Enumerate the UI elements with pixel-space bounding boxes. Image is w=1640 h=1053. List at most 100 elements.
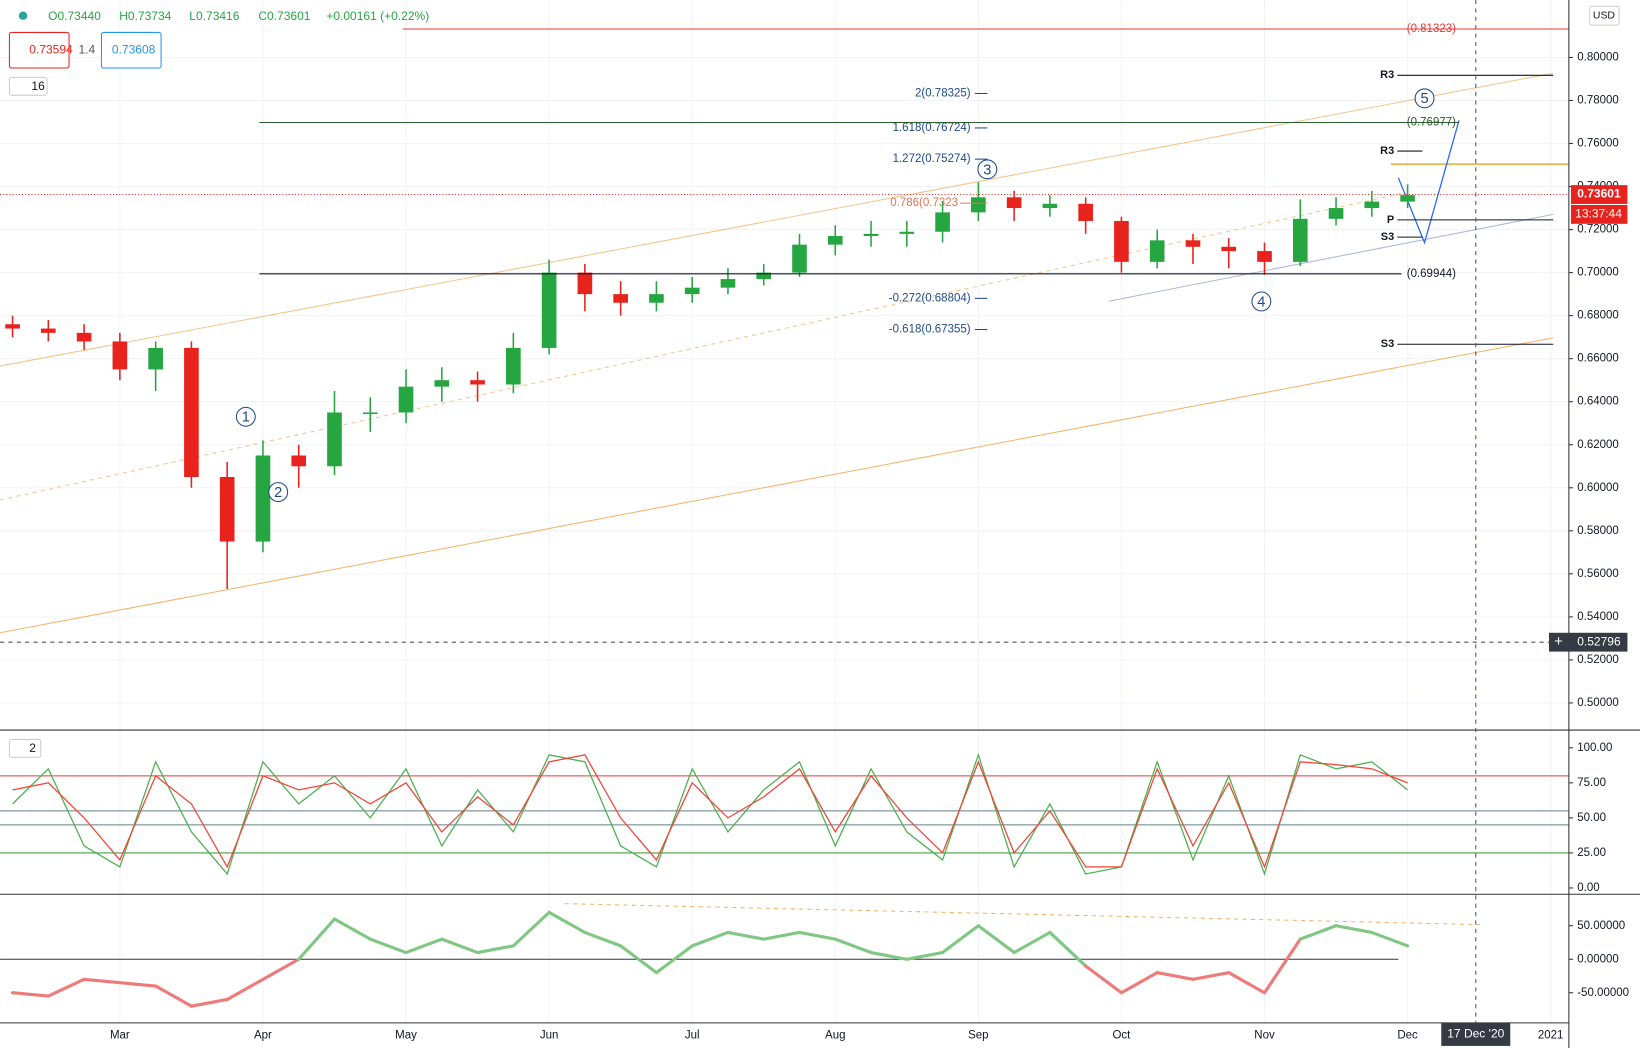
level-label: -0.272(0.68804) xyxy=(889,292,971,304)
y-tick-label: 0.72000 xyxy=(1577,224,1619,236)
candle-body xyxy=(1257,251,1272,262)
candle-body xyxy=(1078,203,1093,221)
candle-body xyxy=(148,347,163,370)
stoch-line xyxy=(12,754,1408,869)
indicator-segment xyxy=(189,997,229,1008)
x-tick-label: Jun xyxy=(540,1029,559,1041)
level-label: (0.69944) xyxy=(1407,268,1456,280)
y-tick-label: 0.66000 xyxy=(1577,353,1619,365)
candle-body xyxy=(506,347,521,385)
y-tick-label: 0.80000 xyxy=(1577,51,1619,63)
crosshair-date: 17 Dec '20 xyxy=(1447,1027,1504,1041)
pivot-label: R3 xyxy=(1380,69,1394,81)
wave-label: 3 xyxy=(983,162,991,178)
level-label: 1.272(0.75274) xyxy=(893,153,971,165)
legend-box[interactable] xyxy=(100,31,162,69)
candle-body xyxy=(1400,195,1415,202)
y-tick-label: 0.54000 xyxy=(1577,611,1619,623)
indicator-segment xyxy=(46,977,86,998)
indicator-segment xyxy=(440,937,480,955)
candle-body xyxy=(434,380,450,387)
crosshair-plus: + xyxy=(1554,634,1563,650)
level-label: 0.786(0.7323 xyxy=(890,197,958,209)
candle-body xyxy=(5,324,20,329)
candle-body xyxy=(184,347,199,478)
ohlc-open: O0.73440 xyxy=(48,9,101,23)
y-tick-label: 0.52000 xyxy=(1577,654,1619,666)
indicator-count: 2 xyxy=(29,741,36,755)
currency-button[interactable] xyxy=(1589,5,1620,26)
indicator-toggle[interactable] xyxy=(8,76,48,96)
indicator-segment xyxy=(619,944,658,975)
x-tick-label: Dec xyxy=(1397,1029,1418,1041)
indicator-segment xyxy=(583,930,623,948)
x-tick-label: Apr xyxy=(254,1029,272,1041)
indicator-segment xyxy=(833,937,873,955)
candle-body xyxy=(577,272,593,295)
x-tick-label: 2021 xyxy=(1538,1029,1564,1041)
candle-body xyxy=(541,272,557,348)
currency: USD xyxy=(1593,10,1615,21)
indicator-segment xyxy=(690,930,730,948)
candle-body xyxy=(470,380,485,385)
indicator-segment xyxy=(1262,937,1302,995)
ohlc-change: +0.00161 (+0.22%) xyxy=(326,9,429,23)
y-tick-label: 100.00 xyxy=(1577,742,1612,754)
candle-body xyxy=(1042,203,1058,209)
indicator-segment xyxy=(118,981,158,988)
candle-body xyxy=(219,477,235,542)
indicator-segment xyxy=(297,917,337,961)
candle-body xyxy=(684,287,700,295)
wave-circle xyxy=(1251,291,1272,312)
y-tick-label: 50.00 xyxy=(1577,812,1606,824)
candle-body xyxy=(1185,240,1201,247)
x-tick-label: Oct xyxy=(1112,1029,1131,1041)
x-tick-label: Jul xyxy=(685,1029,700,1041)
ohlc-close: C0.73601 xyxy=(258,9,310,23)
wave-circle xyxy=(268,482,289,503)
pivot-label: P xyxy=(1387,214,1394,226)
indicator-segment xyxy=(905,950,945,961)
indicator-count: 16 xyxy=(31,79,45,93)
y-tick-label: 0.50000 xyxy=(1577,697,1619,709)
indicator-segment xyxy=(797,930,837,941)
y-tick-label: 0.76000 xyxy=(1577,138,1619,150)
countdown: 13:37:44 xyxy=(1575,207,1622,221)
indicator-segment xyxy=(869,950,909,961)
indicator-segment xyxy=(1298,924,1338,941)
trend-line xyxy=(0,337,1554,634)
indicator-toggle[interactable] xyxy=(8,738,42,758)
x-tick-label: Mar xyxy=(110,1029,130,1041)
indicator-segment xyxy=(976,924,1016,955)
indicator-segment xyxy=(941,924,980,955)
indicator-segment xyxy=(261,957,301,981)
x-tick-label: Aug xyxy=(825,1029,845,1041)
candle-body xyxy=(1364,201,1380,209)
wave-label: 5 xyxy=(1420,91,1428,107)
candle-body xyxy=(935,212,950,232)
candle-body xyxy=(362,412,378,415)
indicator-segment xyxy=(154,984,193,1008)
candle-body xyxy=(1292,218,1308,262)
wave-circle xyxy=(1414,88,1435,109)
wave-label: 4 xyxy=(1257,294,1265,310)
indicator-segment xyxy=(82,977,122,985)
indicator-segment xyxy=(404,937,444,955)
trend-line xyxy=(564,903,1480,926)
symbol-dot xyxy=(18,11,28,20)
candle-body xyxy=(327,412,342,467)
candle-body xyxy=(112,341,128,370)
y-tick-label: 0.68000 xyxy=(1577,310,1619,322)
candle-body xyxy=(1328,208,1344,219)
x-tick-label: Sep xyxy=(968,1029,988,1041)
candle-body xyxy=(1221,246,1237,252)
level-label: 1.618(0.76724) xyxy=(893,122,971,134)
trend-line xyxy=(1108,213,1554,302)
ohlc-low: L0.73416 xyxy=(189,9,239,23)
indicator-segment xyxy=(511,910,551,948)
pivot-label: R3 xyxy=(1380,145,1394,157)
wave-label: 2 xyxy=(274,485,282,501)
legend-box[interactable] xyxy=(8,31,70,69)
indicator-segment xyxy=(1119,971,1159,995)
